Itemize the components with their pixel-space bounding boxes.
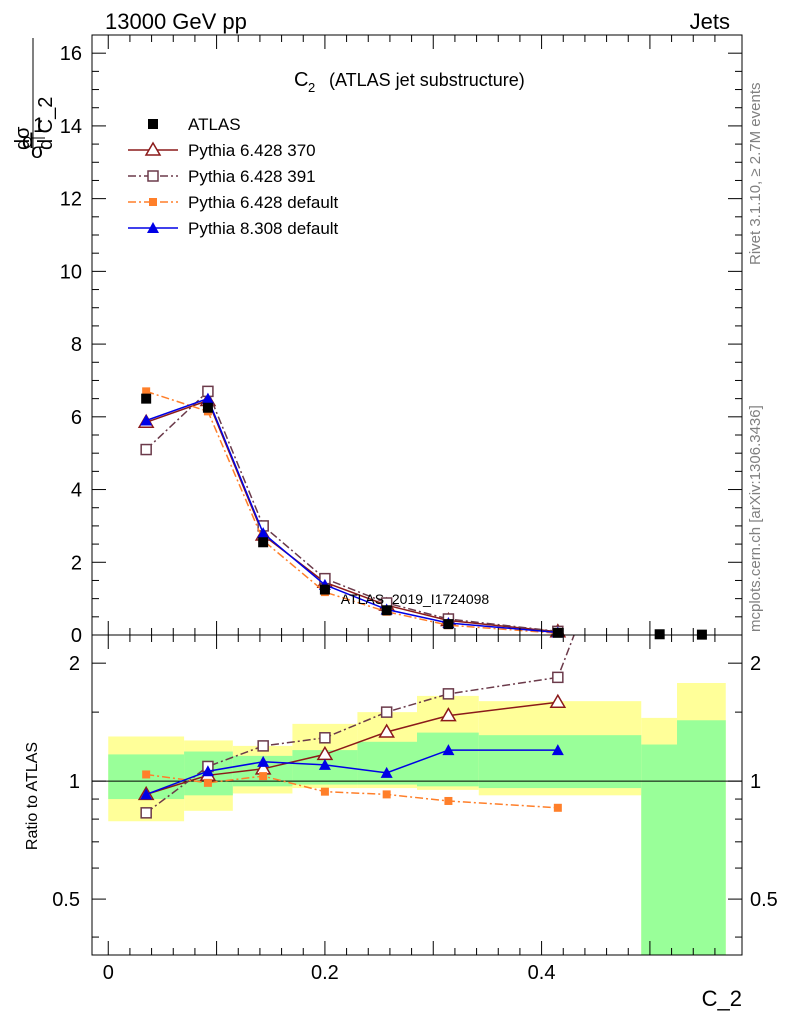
ratio-point-pythia-8-308-default	[140, 788, 153, 800]
ratio-panel: 0.5 0.5 1 1 2 2 0 0.2 0.4	[52, 634, 778, 984]
top-y-tick-label: 12	[60, 189, 82, 211]
ylabel-one: 1	[33, 114, 45, 137]
ratio-y-tick-label-right: 1	[750, 771, 761, 793]
top-point-atlas	[258, 537, 269, 548]
uncertainty-band-stat	[478, 735, 642, 789]
top-point-pythia-8-308-default	[140, 414, 153, 426]
legend-label: ATLAS	[188, 115, 241, 134]
ylabel-d1: d	[22, 130, 34, 153]
top-y-tick-label: 0	[71, 625, 82, 647]
legend-entry-pythia-6-428-391: Pythia 6.428 391	[128, 167, 316, 186]
uncertainty-band-stat	[677, 720, 726, 955]
process-label: Jets	[690, 9, 730, 34]
legend-marker-pythia-6-428-370	[144, 141, 162, 156]
ratio-series-pythia-6-428-default	[142, 770, 562, 812]
top-point-atlas	[443, 619, 454, 630]
ratio-line-pythia-6-428-391	[145, 634, 575, 814]
ratio-x-tick-label: 0.2	[311, 962, 339, 984]
ratio-series-pythia-8-308-default	[140, 744, 564, 800]
ratio-point-pythia-6-428-default	[259, 772, 268, 781]
legend-marker-atlas	[148, 119, 158, 129]
top-point-atlas	[141, 393, 152, 404]
top-point-atlas	[381, 605, 392, 616]
plot-title-subscript: 2	[308, 80, 315, 95]
ratio-point-pythia-6-428-default	[142, 770, 151, 779]
uncertainty-band-stat	[417, 732, 479, 787]
top-point-pythia-8-308-default	[201, 392, 214, 404]
legend-entry-atlas: ATLAS	[148, 115, 241, 134]
ratio-x-tick-label: 0.4	[528, 962, 556, 984]
top-point-atlas	[319, 584, 330, 595]
ratio-point-pythia-6-428-370	[549, 693, 567, 708]
legend-entry-pythia-6-428-default: Pythia 6.428 default	[128, 193, 339, 212]
ratio-point-pythia-6-428-391	[442, 688, 455, 700]
top-point-atlas	[552, 627, 563, 638]
ratio-point-pythia-6-428-default	[203, 778, 212, 787]
top-y-tick-label: 14	[60, 116, 82, 138]
ratio-y-tick-label-right: 0.5	[750, 889, 778, 911]
legend-label: Pythia 8.308 default	[188, 219, 339, 238]
uncertainty-band-stat	[357, 741, 417, 785]
legend-label: Pythia 6.428 391	[188, 167, 316, 186]
top-y-tick-label: 4	[71, 480, 82, 502]
ratio-point-pythia-6-428-default	[382, 790, 391, 799]
ratio-point-pythia-6-428-default	[444, 796, 453, 805]
ratio-y-tick-label: 0.5	[52, 889, 80, 911]
legend-marker-pythia-6-428-default	[149, 198, 157, 206]
legend-label: Pythia 6.428 370	[188, 141, 316, 160]
x-axis-label: C_2	[702, 986, 742, 1011]
top-point-atlas	[202, 402, 213, 413]
ratio-y-tick-label-right: 2	[750, 653, 761, 675]
ratio-point-pythia-8-308-default	[318, 758, 331, 770]
rivet-version-label: Rivet 3.1.10, ≥ 2.7M events	[747, 83, 764, 266]
plot-title-text: (ATLAS jet substructure)	[329, 70, 525, 90]
ratio-point-pythia-6-428-370	[378, 723, 395, 738]
ylabel-dc: d C_2	[35, 97, 57, 150]
top-point-pythia-6-428-default	[142, 387, 151, 396]
top-point-pythia-8-308-default	[257, 527, 270, 539]
ratio-point-pythia-6-428-default	[553, 803, 562, 812]
ratio-x-tick-label: 0	[103, 962, 114, 984]
ratio-point-pythia-6-428-391	[380, 706, 393, 718]
top-point-pythia-6-428-391	[140, 443, 152, 456]
legend-label: Pythia 6.428 default	[188, 193, 339, 212]
top-y-tick-label: 16	[60, 43, 82, 65]
legend: ATLAS Pythia 6.428 370 Pythia 6.428 391 Pyt…	[128, 115, 339, 238]
ratio-point-pythia-6-428-391	[319, 732, 331, 744]
energy-label: 13000 GeV pp	[105, 9, 247, 34]
legend-entry-pythia-6-428-370: Pythia 6.428 370	[128, 141, 316, 160]
top-y-tick-label: 8	[71, 334, 82, 356]
ratio-y-tick-label: 1	[69, 771, 80, 793]
ratio-point-pythia-8-308-default	[201, 765, 214, 777]
ratio-point-pythia-6-428-default	[320, 787, 329, 796]
top-panel: ATLAS_2019_I1724098 0 2 4 6 8 10 12 14 16 C 2 (A…	[60, 34, 743, 647]
legend-marker-pythia-6-428-391	[147, 170, 159, 182]
ratio-y-tick-label: 2	[69, 653, 80, 675]
ratio-point-pythia-6-428-391	[140, 807, 152, 819]
top-y-tick-label: 10	[60, 261, 82, 283]
legend-marker-pythia-8-308-default	[147, 222, 159, 233]
plot-title: C 2 (ATLAS jet substructure)	[294, 69, 525, 95]
ratio-y-axis-label: Ratio to ATLAS	[24, 742, 41, 850]
legend-entry-pythia-8-308-default: Pythia 8.308 default	[128, 219, 339, 238]
ratio-point-pythia-8-308-default	[551, 744, 564, 756]
top-y-tick-label: 6	[71, 407, 82, 429]
ratio-point-pythia-8-308-default	[257, 755, 270, 767]
ratio-point-pythia-6-428-391	[552, 671, 564, 684]
top-y-axis-label-derivative: dσ d C_2	[12, 38, 57, 154]
analysis-watermark: ATLAS_2019_I1724098	[341, 591, 490, 607]
ratio-point-pythia-8-308-default	[442, 744, 455, 756]
ylabel-dsigma: dσ	[12, 126, 34, 150]
ratio-point-pythia-6-428-370	[440, 707, 457, 722]
ratio-point-pythia-8-308-default	[380, 766, 393, 778]
ylabel-sigma: σ	[31, 140, 44, 163]
plot-title-symbol: C	[294, 69, 308, 91]
uncertainty-band-stat	[641, 744, 677, 955]
mcplots-label: mcplots.cern.ch [arXiv:1306.3436]	[747, 405, 764, 632]
top-y-tick-label: 2	[71, 552, 82, 574]
ratio-panel-frame	[91, 634, 743, 956]
top-point-atlas	[654, 629, 665, 640]
ratio-point-pythia-6-428-391	[257, 740, 269, 752]
